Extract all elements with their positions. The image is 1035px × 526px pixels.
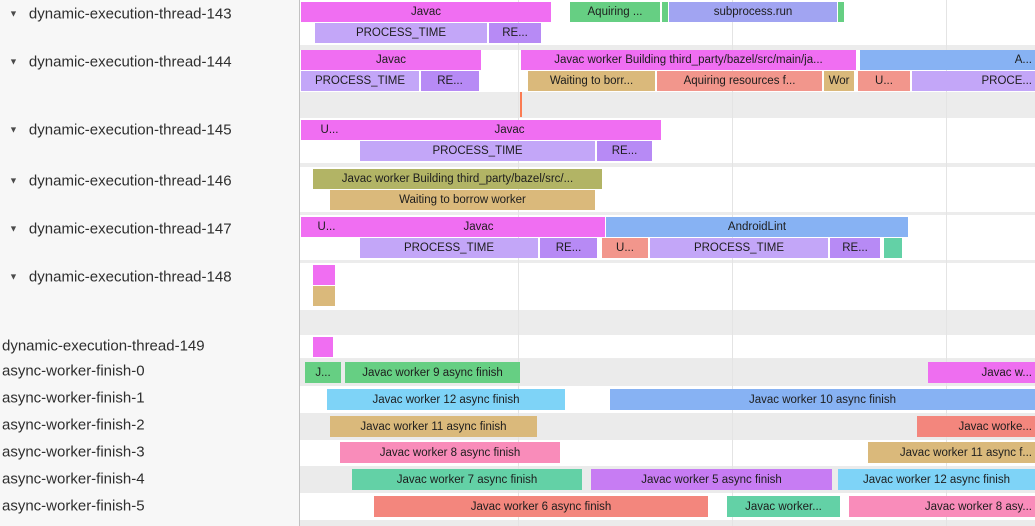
slice[interactable]: RE... [597, 141, 652, 161]
collapse-arrow-icon[interactable]: ▼ [9, 175, 18, 186]
track-label[interactable]: async-worker-finish-5 [0, 498, 299, 515]
slice[interactable] [838, 2, 844, 22]
slice[interactable]: Javac worker Building third_party/bazel/… [521, 50, 856, 70]
slice[interactable]: Aquiring resources f... [657, 71, 822, 91]
track-label[interactable]: ▼ dynamic-execution-thread-144 [0, 54, 299, 71]
slice[interactable]: AndroidLint [606, 217, 908, 237]
gridline [732, 0, 733, 526]
track-label[interactable]: ▼ dynamic-execution-thread-145 [0, 122, 299, 139]
track-background [300, 163, 1035, 167]
slice[interactable]: Wor [824, 71, 854, 91]
slice[interactable]: Javac worker 12 async finish [327, 389, 565, 410]
track-name: dynamic-execution-thread-146 [28, 172, 232, 190]
slice[interactable]: Javac worker... [727, 496, 840, 517]
slice[interactable]: Waiting to borr... [528, 71, 655, 91]
slice[interactable]: RE... [421, 71, 479, 91]
track-name: dynamic-execution-thread-145 [28, 121, 232, 139]
slice[interactable]: Waiting to borrow worker [330, 190, 595, 210]
slice[interactable]: Javac worker 8 async finish [340, 442, 560, 463]
track-background [300, 45, 1035, 50]
track-name: async-worker-finish-5 [2, 497, 145, 515]
track-name: async-worker-finish-0 [2, 362, 145, 380]
slice[interactable]: RE... [830, 238, 880, 258]
slice[interactable]: PROCESS_TIME [360, 141, 595, 161]
track-name: async-worker-finish-3 [2, 443, 145, 461]
slice[interactable] [662, 2, 668, 22]
track-name: dynamic-execution-thread-143 [28, 5, 232, 23]
slice[interactable] [313, 286, 335, 306]
collapse-arrow-icon[interactable]: ▼ [9, 271, 18, 282]
slice[interactable]: U... [301, 120, 358, 140]
slice[interactable]: PROCESS_TIME [301, 71, 419, 91]
collapse-arrow-icon[interactable]: ▼ [9, 124, 18, 135]
slice[interactable]: A... [860, 50, 1035, 70]
slice[interactable]: J... [305, 362, 341, 383]
slice[interactable]: Javac worker 10 async finish [610, 389, 1035, 410]
slice[interactable]: Aquiring ... [570, 2, 660, 22]
slice[interactable]: Javac worker 9 async finish [345, 362, 520, 383]
track-label[interactable]: ▼ dynamic-execution-thread-148 [0, 269, 299, 286]
track-name: dynamic-execution-thread-147 [28, 220, 232, 238]
track-background [300, 310, 1035, 335]
track-name: dynamic-execution-thread-148 [28, 268, 232, 286]
slice[interactable] [313, 265, 335, 285]
slice[interactable]: RE... [489, 23, 541, 43]
track-name: async-worker-finish-4 [2, 470, 145, 488]
slice[interactable]: Javac [358, 120, 661, 140]
timeline-canvas[interactable]: Javac Aquiring ... subprocess.run PROCESS_T… [300, 0, 1035, 526]
slice[interactable]: PROCE... [912, 71, 1035, 91]
track-label[interactable]: async-worker-finish-4 [0, 471, 299, 488]
slice[interactable]: U... [602, 238, 648, 258]
track-label[interactable]: async-worker-finish-3 [0, 444, 299, 461]
track-background [300, 263, 1035, 310]
slice[interactable]: Javac worke... [917, 416, 1035, 437]
track-label[interactable]: async-worker-finish-1 [0, 390, 299, 407]
slice[interactable]: Javac worker 7 async finish [352, 469, 582, 490]
slice[interactable]: Javac [352, 217, 605, 237]
track-name-sidebar: ▼ dynamic-execution-thread-143 ▼ dynamic-ex… [0, 0, 300, 526]
slice[interactable]: U... [301, 217, 352, 237]
track-name: async-worker-finish-2 [2, 416, 145, 434]
slice[interactable]: Javac [301, 50, 481, 70]
track-background [300, 358, 1035, 359]
slice[interactable]: RE... [540, 238, 597, 258]
slice[interactable]: Javac worker 11 async f... [868, 442, 1035, 463]
track-label[interactable]: ▼ dynamic-execution-thread-146 [0, 173, 299, 190]
track-name: dynamic-execution-thread-149 [2, 337, 205, 355]
track-name: dynamic-execution-thread-144 [28, 53, 232, 71]
slice[interactable]: Javac worker Building third_party/bazel/… [313, 169, 602, 189]
slice[interactable]: Javac [301, 2, 551, 22]
slice[interactable] [884, 238, 902, 258]
slice[interactable]: Javac worker 11 async finish [330, 416, 537, 437]
slice[interactable]: Javac w... [928, 362, 1035, 383]
slice[interactable]: PROCESS_TIME [650, 238, 828, 258]
track-name: async-worker-finish-1 [2, 389, 145, 407]
gridline [518, 0, 519, 526]
track-label[interactable]: ▼ dynamic-execution-thread-143 [0, 6, 299, 23]
slice[interactable]: U... [858, 71, 910, 91]
track-label[interactable]: async-worker-finish-0 [0, 363, 299, 380]
collapse-arrow-icon[interactable]: ▼ [9, 56, 18, 67]
track-background [300, 335, 1035, 358]
slice[interactable]: subprocess.run [669, 2, 837, 22]
instant-event-marker [520, 92, 522, 117]
gridline [946, 0, 947, 526]
track-background [300, 520, 1035, 526]
slice[interactable]: PROCESS_TIME [360, 238, 538, 258]
track-label[interactable]: async-worker-finish-2 [0, 417, 299, 434]
slice[interactable]: Javac worker 8 asy... [849, 496, 1035, 517]
slice[interactable]: Javac worker 5 async finish [591, 469, 832, 490]
collapse-arrow-icon[interactable]: ▼ [9, 8, 18, 19]
track-label[interactable]: dynamic-execution-thread-149 [0, 338, 299, 355]
slice[interactable]: Javac worker 12 async finish [838, 469, 1035, 490]
slice[interactable] [313, 337, 333, 357]
slice[interactable]: Javac worker 6 async finish [374, 496, 708, 517]
track-background [300, 92, 1035, 118]
slice[interactable]: PROCESS_TIME [315, 23, 487, 43]
track-background [300, 212, 1035, 215]
collapse-arrow-icon[interactable]: ▼ [9, 223, 18, 234]
track-background [300, 260, 1035, 263]
track-label[interactable]: ▼ dynamic-execution-thread-147 [0, 221, 299, 238]
